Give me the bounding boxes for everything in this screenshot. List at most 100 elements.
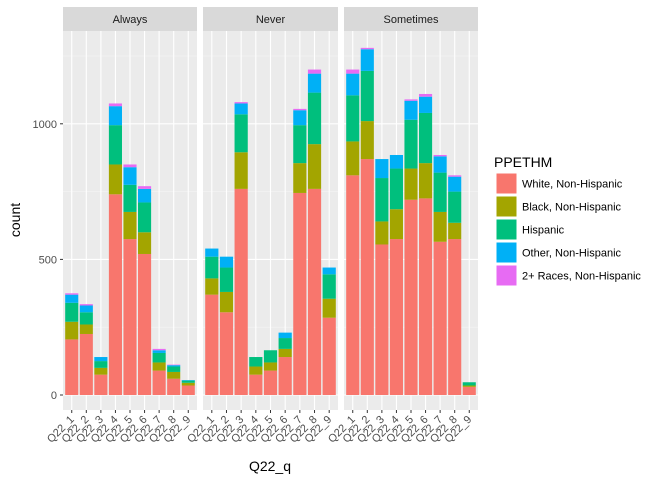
bar-segment xyxy=(278,338,292,349)
facet-panel-always: Always xyxy=(63,7,197,410)
bar-segment xyxy=(462,382,476,386)
bar-segment xyxy=(433,154,447,157)
bar-segment xyxy=(181,380,195,381)
bar-segment xyxy=(433,211,447,242)
bar-segment xyxy=(346,95,360,142)
bar-segment xyxy=(419,96,433,113)
bar-segment xyxy=(278,357,292,395)
bar-segment xyxy=(293,110,307,126)
bar-segment xyxy=(94,374,108,395)
bar-segment xyxy=(278,332,292,339)
bar-segment xyxy=(79,333,93,395)
bar-segment xyxy=(322,317,336,395)
bar-segment xyxy=(94,367,108,375)
bar-segment xyxy=(123,167,137,185)
bar-segment xyxy=(181,385,195,395)
bar-segment xyxy=(293,163,307,193)
legend-key xyxy=(495,218,518,241)
bar-segment xyxy=(123,164,137,168)
bar-segment xyxy=(307,92,322,145)
legend-key xyxy=(495,195,518,218)
y-tick-label: 500 xyxy=(39,254,57,266)
legend-label: Hispanic xyxy=(522,225,565,237)
bar-segment xyxy=(389,209,403,240)
bar-segment xyxy=(360,49,374,71)
bar-segment xyxy=(205,278,219,295)
bar-segment xyxy=(108,106,122,126)
bar-segment xyxy=(263,370,278,395)
y-tick-label: 1000 xyxy=(33,119,57,131)
legend-key xyxy=(495,172,518,195)
bar-segment xyxy=(322,298,336,318)
bar-segment xyxy=(419,198,433,395)
bar-segment xyxy=(322,274,336,299)
bar-segment xyxy=(205,256,219,279)
bar-segment xyxy=(462,385,476,387)
bar-segment xyxy=(375,244,389,395)
bar-segment xyxy=(419,112,433,164)
bar-segment xyxy=(448,239,462,395)
bar-segment xyxy=(79,324,93,334)
bar-segment xyxy=(108,194,122,395)
bar-segment xyxy=(375,221,389,245)
bar-segment xyxy=(307,73,322,93)
bar-segment xyxy=(108,103,122,107)
bar-segment xyxy=(234,114,248,153)
bar-segment xyxy=(307,144,322,189)
y-tick-label: 0 xyxy=(51,390,57,402)
bar-segment xyxy=(433,172,447,212)
bar-segment xyxy=(307,69,322,74)
bar-segment xyxy=(234,102,248,104)
bar-segment xyxy=(462,386,476,395)
bar-segment xyxy=(138,186,152,189)
bar-segment xyxy=(293,192,307,395)
bar-segment xyxy=(79,305,93,313)
bar-segment xyxy=(404,168,418,200)
bar-segment xyxy=(65,294,79,303)
facet-strip xyxy=(203,7,338,31)
bar-segment xyxy=(65,339,79,395)
bar-segment xyxy=(205,248,219,257)
bar-segment xyxy=(360,159,374,395)
bar-segment xyxy=(360,121,374,160)
bar-segment xyxy=(123,184,137,212)
bar-segment xyxy=(152,370,166,395)
bar-segment xyxy=(123,211,137,240)
bar-segment xyxy=(360,70,374,122)
bar-segment xyxy=(263,350,278,363)
legend-key xyxy=(495,264,518,287)
facet-strip-label: Always xyxy=(113,14,148,26)
bar-segment xyxy=(234,152,248,189)
bar-segment xyxy=(152,348,166,351)
bar-segment xyxy=(360,47,374,50)
bar-segment xyxy=(346,175,360,395)
bar-segment xyxy=(94,361,108,368)
bar-segment xyxy=(138,188,152,203)
bar-segment xyxy=(138,202,152,233)
facet-panel-never: Never xyxy=(203,7,338,410)
bar-segment xyxy=(167,364,181,366)
bar-segment xyxy=(219,256,234,268)
bar-segment xyxy=(375,178,389,222)
facet-strip xyxy=(344,7,478,31)
bar-segment xyxy=(433,156,447,173)
legend-label: 2+ Races, Non-Hispanic xyxy=(522,271,641,283)
bar-segment xyxy=(346,141,360,176)
bar-segment xyxy=(167,365,181,367)
y-axis-title: count xyxy=(7,203,23,237)
bar-segment xyxy=(65,302,79,322)
x-axis: Q22_1Q22_2Q22_3Q22_4Q22_5Q22_6Q22_7Q22_8… xyxy=(45,410,474,445)
x-axis-title: Q22_q xyxy=(249,458,291,474)
facet-strip-label: Sometimes xyxy=(383,14,439,26)
bar-segment xyxy=(79,312,93,325)
bar-segment xyxy=(404,100,418,120)
bar-segment xyxy=(419,163,433,199)
bar-segment xyxy=(138,253,152,395)
bar-segment xyxy=(167,371,181,379)
bar-segment xyxy=(167,378,181,395)
legend-label: Black, Non-Hispanic xyxy=(522,202,622,214)
bar-segment xyxy=(293,108,307,111)
bar-segment xyxy=(293,125,307,164)
bar-segment xyxy=(448,222,462,240)
